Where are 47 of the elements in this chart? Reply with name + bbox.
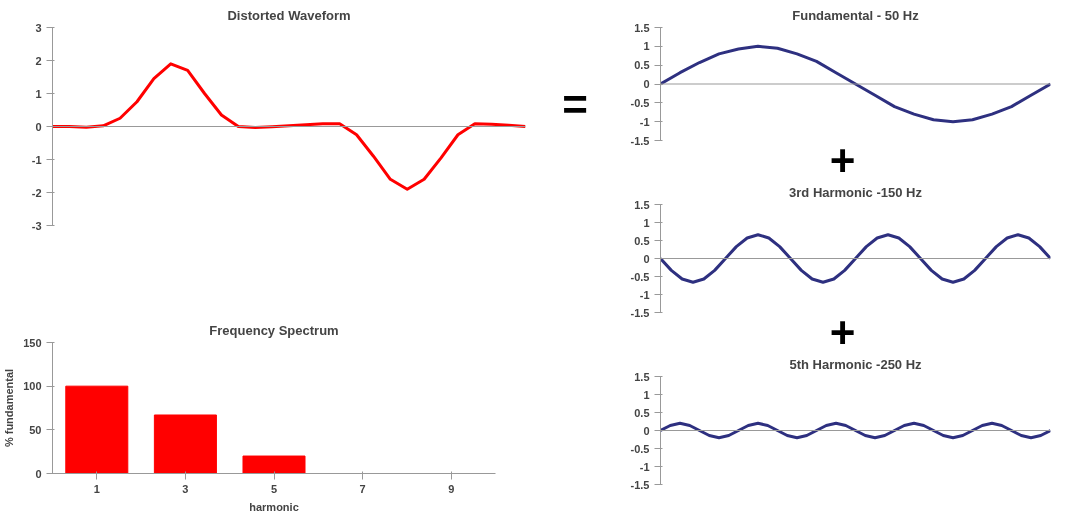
chart-title: Fundamental - 50 Hz [792,7,920,23]
y-tick-label: 0 [35,120,42,133]
y-tick-label: 2 [35,54,42,67]
chart-title: 5th Harmonic -250 Hz [789,356,923,372]
y-tick-label: 1.5 [634,370,650,383]
y-tick-label: 100 [23,380,42,393]
y-tick-label: 0 [643,424,650,437]
y-tick-label: 1 [35,87,42,100]
y-tick-label: 0.5 [634,234,650,247]
y-tick-label: -1.5 [630,478,650,491]
x-tick-label: 5 [270,482,278,495]
chart-title: Frequency Spectrum [209,322,339,338]
y-tick-label: -0.5 [630,270,650,283]
y-tick-label: 1 [643,216,650,229]
y-tick-label: 0 [35,467,42,480]
annotation: + [829,136,856,185]
y-tick-label: -1.5 [630,134,650,147]
y-tick-label: -1.5 [630,306,650,319]
y-tick-label: 1.5 [634,198,650,211]
x-axis-title: harmonic [249,500,299,513]
x-tick-label: 1 [93,482,100,495]
x-tick-label: 3 [182,482,189,495]
chart-title: 3rd Harmonic -150 Hz [789,184,923,200]
y-tick-label: 50 [29,423,42,436]
y-tick-label: 3 [35,21,42,34]
y-tick-label: -3 [31,219,42,232]
y-tick-label: -0.5 [630,96,650,109]
y-tick-label: -1 [31,153,42,166]
y-axis-title: % fundamental [3,368,16,448]
chart-title: Distorted Waveform [227,7,351,23]
y-tick-label: 1 [643,40,650,53]
y-tick-label: -0.5 [630,442,650,455]
y-tick-label: 150 [23,336,42,349]
y-tick-label: -1 [639,460,650,473]
y-tick-label: 1 [643,388,650,401]
y-tick-label: -1 [639,115,650,128]
text: = [562,79,588,131]
y-tick-label: -1 [639,288,650,301]
y-tick-label: 0 [643,78,650,90]
y-tick-label: 0 [643,252,650,265]
y-tick-label: -2 [31,186,42,199]
y-tick-label: 0.5 [634,406,650,419]
y-tick-label: 0.5 [634,59,650,72]
annotation: + [829,308,856,357]
x-tick-label: 7 [359,482,366,495]
x-tick-label: 9 [448,482,455,495]
y-tick-label: 1.5 [634,21,650,34]
